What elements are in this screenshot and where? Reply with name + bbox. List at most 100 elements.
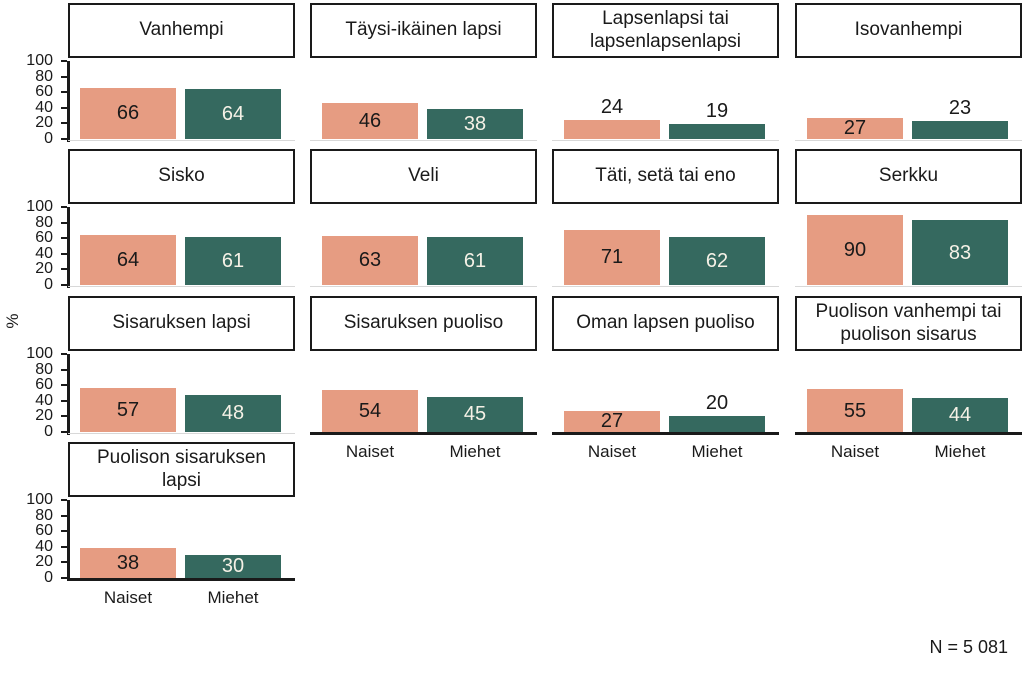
y-tick-mark <box>61 122 67 125</box>
bar-naiset <box>322 235 418 285</box>
panel-baseline <box>68 140 295 141</box>
panel-title: Isovanhempi <box>795 3 1022 58</box>
y-tick-label: 100 <box>26 345 53 362</box>
bar-naiset <box>80 387 176 432</box>
y-tick-label: 40 <box>35 391 53 409</box>
y-tick-mark <box>61 106 67 109</box>
y-tick-label: 0 <box>44 276 53 293</box>
bar-naiset <box>322 103 418 139</box>
x-category-label: Miehet <box>934 442 986 461</box>
x-category-label: Naiset <box>830 442 880 461</box>
y-axis-line <box>67 354 70 435</box>
y-tick-label: 60 <box>35 522 53 540</box>
panel-baseline <box>795 286 1022 287</box>
x-category-label: Miehet <box>207 588 259 607</box>
y-tick-label: 100 <box>26 198 53 215</box>
y-tick-label: 20 <box>35 553 53 571</box>
panel-title: Puolison vanhempi tai puolison sisarus <box>795 296 1022 351</box>
bar-value-label: 20 <box>705 392 729 415</box>
y-axis-line <box>67 61 70 142</box>
y-tick-mark <box>61 206 67 208</box>
bar-value-label: 63 <box>358 249 382 272</box>
bar-value-label: 30 <box>221 555 245 578</box>
y-tick-label: 60 <box>35 83 53 101</box>
bar-value-label: 71 <box>600 246 624 269</box>
panel-title: Puolison sisaruksen lapsi <box>68 442 295 497</box>
y-tick-label: 0 <box>44 569 53 586</box>
bar-value-label: 64 <box>221 103 245 126</box>
bar-miehet <box>427 396 523 432</box>
x-axis-line <box>795 432 1022 435</box>
bar-naiset <box>80 235 176 285</box>
y-tick-mark <box>61 545 67 548</box>
y-tick-mark <box>61 368 67 371</box>
bar-miehet <box>185 394 281 432</box>
bar-value-label: 61 <box>463 250 487 273</box>
y-tick-mark <box>61 431 67 433</box>
panel-title: Sisko <box>68 149 295 204</box>
bar-value-label: 57 <box>116 398 140 421</box>
bar-miehet <box>912 397 1008 432</box>
y-tick-label: 40 <box>35 98 53 116</box>
y-tick-label: 80 <box>35 506 53 524</box>
y-axis-line <box>67 207 70 288</box>
bar-naiset <box>564 229 660 285</box>
bar-naiset <box>807 117 903 139</box>
bar-value-label: 90 <box>843 238 867 261</box>
x-category-label: Naiset <box>587 442 637 461</box>
panel-title: Lapsenlapsi tai lapsenlapsenlapsi <box>552 3 779 58</box>
panel-baseline <box>310 140 537 141</box>
x-axis-line <box>310 432 537 435</box>
panel-baseline <box>68 286 295 287</box>
panel-title: Vanhempi <box>68 3 295 58</box>
panel-title: Sisaruksen lapsi <box>68 296 295 351</box>
y-tick-mark <box>61 221 67 224</box>
y-tick-mark <box>61 252 67 255</box>
panel-title: Täysi-ikäinen lapsi <box>310 3 537 58</box>
x-category-label: Naiset <box>103 588 153 607</box>
bar-value-label: 45 <box>463 403 487 426</box>
bar-miehet <box>427 237 523 285</box>
bar-miehet <box>912 220 1008 285</box>
y-tick-label: 100 <box>26 52 53 69</box>
y-tick-label: 60 <box>35 376 53 394</box>
y-tick-label: 0 <box>44 130 53 147</box>
bar-value-label: 55 <box>843 399 867 422</box>
y-axis-title-percent: % <box>3 313 22 329</box>
bar-naiset <box>807 214 903 285</box>
bar-value-label: 64 <box>116 249 140 272</box>
y-tick-label: 0 <box>44 423 53 440</box>
bar-miehet <box>185 554 281 578</box>
bar-value-label: 23 <box>948 97 972 120</box>
bar-naiset <box>322 389 418 432</box>
x-axis-line <box>68 578 295 581</box>
y-tick-mark <box>61 268 67 271</box>
y-axis-line <box>67 500 70 581</box>
y-tick-label: 80 <box>35 67 53 85</box>
bar-miehet <box>427 109 523 139</box>
bar-value-label: 38 <box>463 113 487 136</box>
y-tick-mark <box>61 138 67 140</box>
panel-baseline <box>795 140 1022 141</box>
bar-naiset <box>564 410 660 432</box>
y-tick-label: 20 <box>35 260 53 278</box>
bar-miehet <box>669 416 765 432</box>
bar-value-label: 19 <box>705 100 729 123</box>
y-tick-mark <box>61 60 67 62</box>
bar-value-label: 44 <box>948 403 972 426</box>
sample-size-note: N = 5 081 <box>929 637 1008 657</box>
y-tick-mark <box>61 237 67 240</box>
x-category-label: Miehet <box>691 442 743 461</box>
y-tick-label: 20 <box>35 407 53 425</box>
y-tick-label: 100 <box>26 491 53 508</box>
y-tick-mark <box>61 284 67 286</box>
bar-value-label: 27 <box>843 117 867 140</box>
bar-value-label: 54 <box>358 399 382 422</box>
x-category-label: Naiset <box>345 442 395 461</box>
bar-value-label: 66 <box>116 102 140 125</box>
bar-value-label: 62 <box>705 249 729 272</box>
bar-naiset <box>80 87 176 139</box>
bar-naiset <box>807 389 903 432</box>
bar-value-label: 48 <box>221 402 245 425</box>
